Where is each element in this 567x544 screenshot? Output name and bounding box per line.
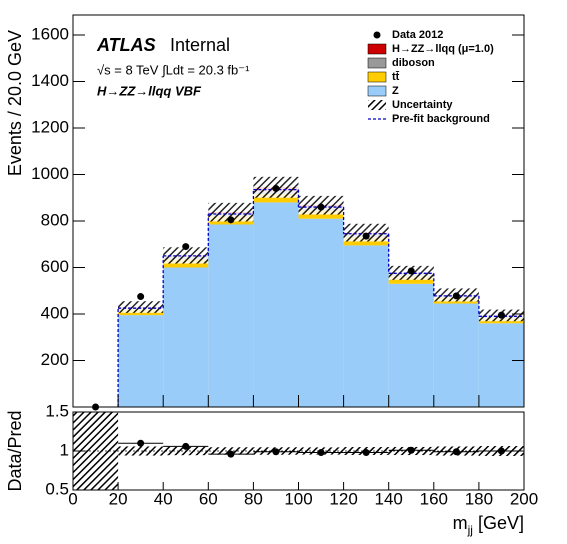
legend-label: Data 2012 <box>392 29 443 41</box>
ratio-point <box>407 446 415 454</box>
y-axis-title: Events / 20.0 GeV <box>5 30 25 176</box>
y-tick-label: 1000 <box>31 164 69 183</box>
x-tick-label: 200 <box>510 489 538 508</box>
energy-lumi: √s = 8 TeV ∫Ldt = 20.3 fb⁻¹ <box>97 62 250 77</box>
y-tick-label: 1400 <box>31 71 69 90</box>
legend-swatch <box>367 57 387 69</box>
y-tick-label: 800 <box>41 210 69 229</box>
x-tick-label: 160 <box>420 489 448 508</box>
experiment: ATLAS <box>96 35 156 55</box>
ratio-point <box>362 449 370 457</box>
x-tick-label: 80 <box>244 489 263 508</box>
stack-segment <box>253 202 299 407</box>
stack-segment <box>253 194 299 203</box>
x-tick-label: 100 <box>284 489 312 508</box>
x-tick-label: 180 <box>465 489 493 508</box>
ratio-y-tick-label: 1.5 <box>45 401 69 420</box>
x-axis-title: mjj [GeV] <box>453 513 524 537</box>
x-title-base: m <box>453 513 468 533</box>
data-point <box>407 267 415 275</box>
data-point <box>182 243 190 251</box>
ratio-y-tick-label: 1 <box>60 440 69 459</box>
legend-marker <box>373 31 381 39</box>
ratio-point <box>137 439 145 447</box>
legend: Data 2012 H→ZZ→llqq (μ=1.0) diboson tt̄ Z Unc… <box>367 29 494 125</box>
y-tick-label: 1200 <box>31 117 69 136</box>
data-point <box>317 203 325 211</box>
x-tick-label: 140 <box>375 489 403 508</box>
ratio-point <box>182 442 190 450</box>
legend-swatch <box>367 43 387 55</box>
ratio-y-tick-label: 0.5 <box>45 479 69 498</box>
uncertainty-band <box>208 202 254 222</box>
x-title-unit: [GeV] <box>478 513 524 533</box>
data-point <box>452 292 460 300</box>
data-point <box>227 216 235 224</box>
data-point <box>272 184 280 192</box>
legend-label: Z <box>392 85 399 97</box>
main-panel: 200 400 600 800 1000 1200 1400 1600 <box>31 14 525 411</box>
x-title-sub: jj <box>467 523 473 537</box>
stack-segment <box>388 283 434 407</box>
stack-segment <box>433 303 479 407</box>
y-tick-label: 200 <box>41 350 69 369</box>
data-point <box>362 232 370 240</box>
ratio-panel: 0.5 1 1.5 0 20 40 60 80 100 120 140 160 180 200 <box>45 401 538 508</box>
stack-segment <box>118 315 164 407</box>
uncertainty-band <box>118 301 164 313</box>
stack-segment <box>478 323 524 407</box>
ratio-point <box>317 449 325 457</box>
stack-segment <box>343 245 389 407</box>
y-tick-label: 400 <box>41 303 69 322</box>
legend-label: Pre-fit background <box>392 113 490 125</box>
ratio-point <box>452 448 460 456</box>
ratio-point <box>272 448 280 456</box>
stack-segment <box>163 267 209 407</box>
legend-label: diboson <box>392 57 435 69</box>
ratio-uncertainty-band <box>118 446 164 456</box>
legend-label: H→ZZ→llqq (μ=1.0) <box>392 43 494 55</box>
y-tick-label: 1600 <box>31 24 69 43</box>
stack-segment <box>298 210 344 219</box>
y-tick-label: 600 <box>41 257 69 276</box>
x-tick-label: 40 <box>154 489 173 508</box>
stack-segment <box>298 218 344 407</box>
data-point <box>137 293 145 301</box>
legend-label: Uncertainty <box>392 99 453 111</box>
legend-swatch <box>368 100 386 110</box>
x-tick-label: 0 <box>68 489 77 508</box>
status: Internal <box>170 35 230 55</box>
channel: H→ZZ→llqq VBF <box>97 83 202 98</box>
ratio-point <box>227 450 235 458</box>
legend-swatch <box>367 85 387 97</box>
x-tick-label: 120 <box>329 489 357 508</box>
legend-label: tt̄ <box>392 71 400 83</box>
x-tick-label: 20 <box>109 489 128 508</box>
stack-segment <box>208 224 254 407</box>
legend-swatch <box>367 71 387 83</box>
ratio-axis-title: Data/Pred <box>5 410 25 491</box>
stack-segment <box>388 276 434 284</box>
x-tick-label: 60 <box>199 489 218 508</box>
data-point <box>497 311 505 319</box>
